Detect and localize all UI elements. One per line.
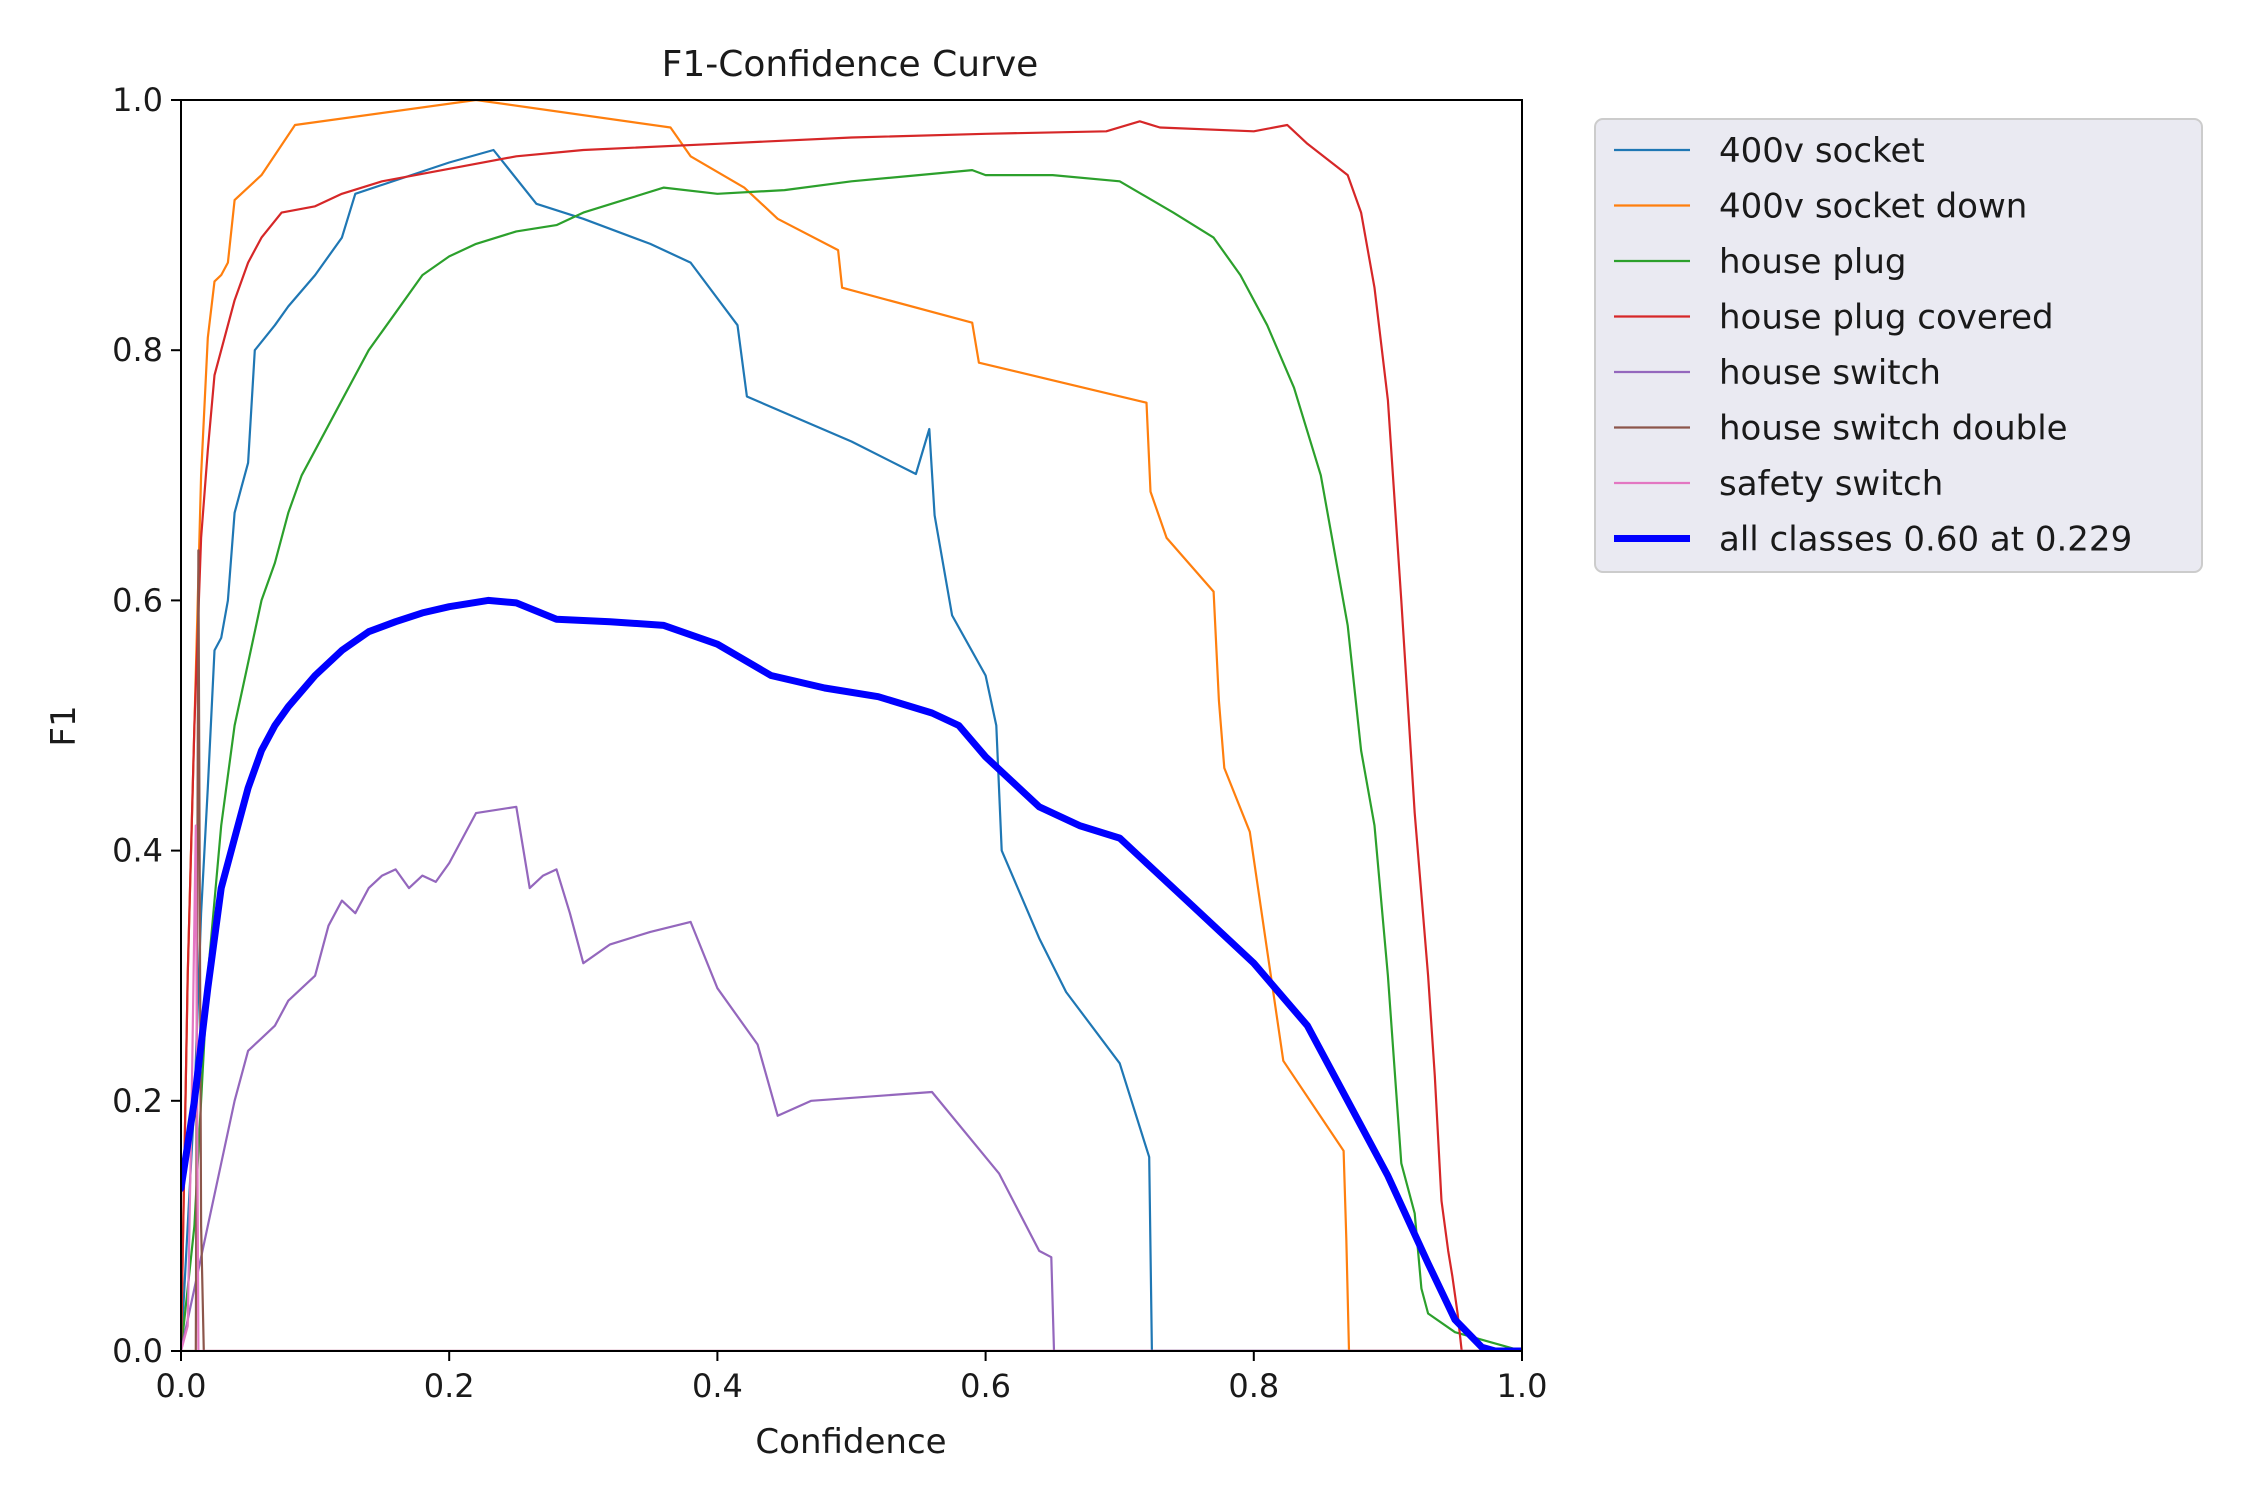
legend-label-6: house switch double xyxy=(1719,409,2068,449)
y-axis-label: F1 xyxy=(44,705,84,746)
x-tick-label: 0.2 xyxy=(424,1367,475,1405)
plot-frame xyxy=(180,99,1523,1352)
legend-label-3: house plug xyxy=(1719,242,1907,282)
y-tick-label: 1.0 xyxy=(112,81,163,119)
series-line-1 xyxy=(181,148,1522,1351)
legend-label-5: house switch xyxy=(1719,353,1941,393)
y-tick-label: 0.0 xyxy=(112,1332,163,1370)
legend-box xyxy=(1594,118,2203,573)
series-line-8 xyxy=(181,596,1522,1351)
y-tick-label: 0.8 xyxy=(112,331,163,369)
x-axis-label: Confidence xyxy=(755,1422,946,1462)
series-layer xyxy=(181,100,1522,1351)
x-tick-label: 0.4 xyxy=(692,1367,743,1405)
series-line-6 xyxy=(181,549,1522,1351)
x-tick-label: 0.6 xyxy=(960,1367,1011,1405)
legend-label-7: safety switch xyxy=(1719,464,1943,504)
x-tick-label: 0.0 xyxy=(156,1367,207,1405)
y-tick-label: 0.6 xyxy=(112,581,163,619)
series-line-5 xyxy=(181,805,1522,1351)
x-tick-label: 0.8 xyxy=(1228,1367,1279,1405)
y-axis: 0.0 0.2 0.4 0.6 0.8 1.0 xyxy=(112,81,181,1370)
legend-label-1: 400v socket xyxy=(1719,131,1925,171)
series-line-4 xyxy=(181,120,1522,1351)
series-line-7 xyxy=(181,824,1522,1351)
y-tick-label: 0.2 xyxy=(112,1082,163,1120)
legend-label-2: 400v socket down xyxy=(1719,187,2027,227)
y-tick-label: 0.4 xyxy=(112,832,163,870)
legend-label-8: all classes 0.60 at 0.229 xyxy=(1719,520,2132,560)
chart-title: F1-Confidence Curve xyxy=(662,44,1039,85)
series-line-2 xyxy=(181,100,1522,1351)
series-line-3 xyxy=(181,169,1522,1351)
x-axis: 0.0 0.2 0.4 0.6 0.8 1.0 xyxy=(156,1351,1548,1405)
x-tick-label: 1.0 xyxy=(1497,1367,1548,1405)
legend-label-4: house plug covered xyxy=(1719,298,2054,338)
legend: 400v socket 400v socket down house plug hou… xyxy=(1594,118,2203,573)
